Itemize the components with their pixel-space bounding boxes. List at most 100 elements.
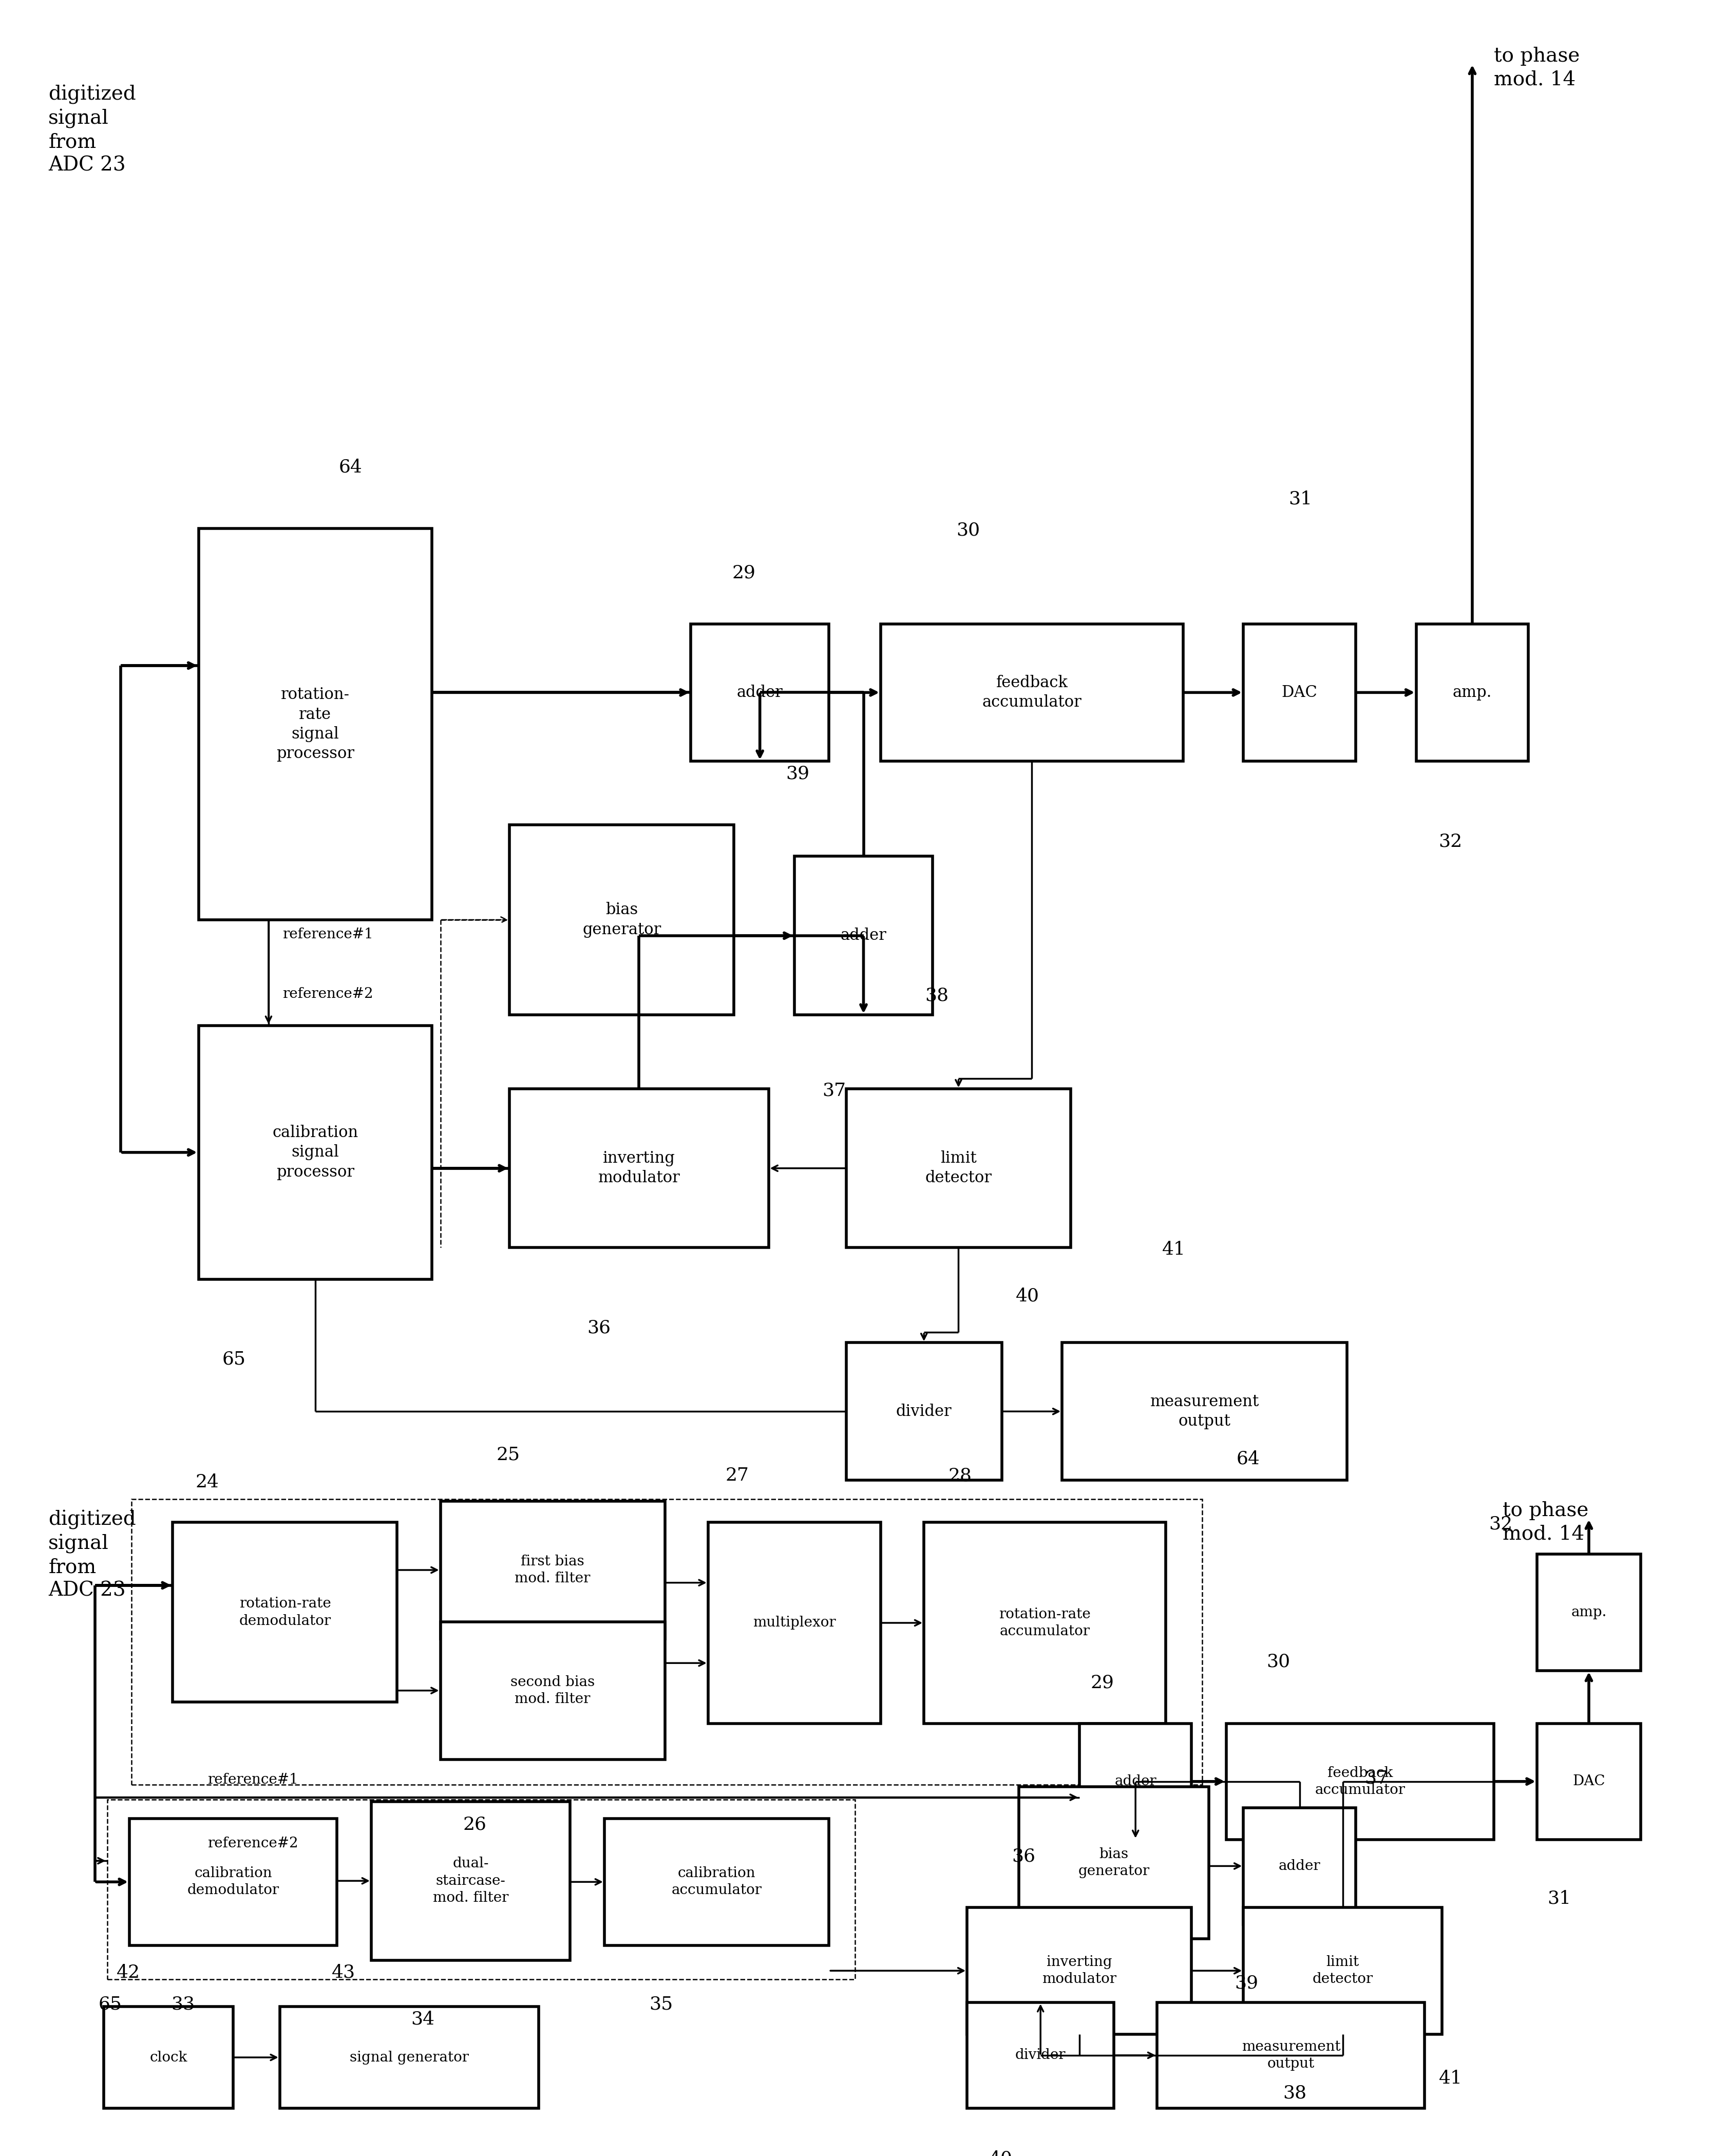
Text: first bias
mod. filter: first bias mod. filter [515, 1554, 591, 1585]
Text: rotation-
rate
signal
processor: rotation- rate signal processor [276, 688, 354, 761]
FancyBboxPatch shape [1226, 1723, 1494, 1839]
Text: feedback
accumulator: feedback accumulator [1314, 1766, 1406, 1796]
Text: 36: 36 [1012, 1848, 1036, 1865]
FancyBboxPatch shape [371, 1802, 570, 1960]
Text: bias
generator: bias generator [582, 901, 661, 938]
FancyBboxPatch shape [1157, 2003, 1425, 2109]
Text: 33: 33 [171, 1996, 195, 2014]
FancyBboxPatch shape [1243, 1908, 1442, 2033]
FancyBboxPatch shape [1416, 623, 1528, 761]
Text: digitized
signal
from
ADC 23: digitized signal from ADC 23 [48, 84, 136, 175]
Text: inverting
modulator: inverting modulator [1041, 1955, 1117, 1986]
Text: DAC: DAC [1281, 686, 1318, 701]
FancyBboxPatch shape [199, 1026, 432, 1279]
FancyBboxPatch shape [846, 1089, 1071, 1248]
Text: 36: 36 [587, 1319, 611, 1337]
Text: 39: 39 [786, 765, 810, 783]
Text: adder: adder [841, 927, 886, 944]
Text: amp.: amp. [1572, 1606, 1606, 1619]
FancyBboxPatch shape [1062, 1343, 1347, 1481]
FancyBboxPatch shape [280, 2007, 539, 2109]
FancyBboxPatch shape [509, 1089, 769, 1248]
Text: 31: 31 [1288, 489, 1313, 507]
Text: to phase
mod. 14: to phase mod. 14 [1502, 1501, 1589, 1544]
Text: 41: 41 [1162, 1240, 1185, 1259]
FancyBboxPatch shape [1019, 1787, 1209, 1938]
Text: 32: 32 [1489, 1516, 1513, 1533]
Text: 40: 40 [990, 2150, 1012, 2156]
Text: inverting
modulator: inverting modulator [598, 1151, 680, 1186]
Text: 32: 32 [1439, 832, 1463, 849]
Text: measurement
output: measurement output [1150, 1393, 1259, 1429]
Text: divider: divider [896, 1404, 952, 1419]
FancyBboxPatch shape [604, 1818, 829, 1945]
Text: 30: 30 [957, 522, 979, 539]
FancyBboxPatch shape [1243, 1809, 1356, 1923]
Text: 31: 31 [1547, 1891, 1572, 1908]
FancyBboxPatch shape [1243, 623, 1356, 761]
Text: rotation-rate
accumulator: rotation-rate accumulator [998, 1608, 1091, 1639]
Text: divider: divider [1015, 2048, 1066, 2063]
Text: 41: 41 [1439, 2070, 1463, 2087]
Text: 65: 65 [98, 1996, 123, 2014]
Text: rotation-rate
demodulator: rotation-rate demodulator [238, 1598, 332, 1628]
Text: calibration
signal
processor: calibration signal processor [273, 1125, 357, 1179]
FancyBboxPatch shape [173, 1522, 397, 1703]
Text: reference#1: reference#1 [283, 927, 373, 942]
Text: 28: 28 [948, 1466, 972, 1483]
Text: feedback
accumulator: feedback accumulator [983, 675, 1081, 709]
FancyBboxPatch shape [846, 1343, 1002, 1481]
Text: 24: 24 [195, 1473, 219, 1490]
Text: 25: 25 [497, 1447, 520, 1464]
Text: 29: 29 [1091, 1675, 1114, 1692]
FancyBboxPatch shape [1079, 1723, 1192, 1839]
FancyBboxPatch shape [104, 2007, 233, 2109]
Text: 30: 30 [1266, 1654, 1290, 1671]
Text: 26: 26 [463, 1815, 487, 1833]
FancyBboxPatch shape [199, 528, 432, 921]
Text: bias
generator: bias generator [1078, 1848, 1150, 1878]
FancyBboxPatch shape [440, 1621, 665, 1759]
Text: DAC: DAC [1573, 1774, 1604, 1787]
FancyBboxPatch shape [1537, 1554, 1641, 1671]
FancyBboxPatch shape [924, 1522, 1166, 1723]
Text: 38: 38 [926, 987, 948, 1005]
FancyBboxPatch shape [967, 2003, 1114, 2109]
Text: amp.: amp. [1452, 686, 1492, 701]
Text: 40: 40 [1015, 1287, 1040, 1304]
FancyBboxPatch shape [691, 623, 829, 761]
Text: calibration
demodulator: calibration demodulator [187, 1867, 280, 1897]
Text: adder: adder [1114, 1774, 1157, 1787]
Text: limit
detector: limit detector [926, 1151, 991, 1186]
Text: multiplexor: multiplexor [753, 1617, 836, 1630]
Text: measurement
output: measurement output [1242, 2040, 1340, 2070]
FancyBboxPatch shape [794, 856, 933, 1015]
Text: clock: clock [150, 2050, 187, 2063]
Text: 39: 39 [1235, 1975, 1259, 1992]
Text: 38: 38 [1283, 2085, 1307, 2102]
Text: to phase
mod. 14: to phase mod. 14 [1494, 47, 1580, 88]
Text: digitized
signal
from
ADC 23: digitized signal from ADC 23 [48, 1509, 136, 1600]
Text: 37: 37 [822, 1082, 846, 1100]
Text: 37: 37 [1364, 1770, 1389, 1787]
Text: 64: 64 [1237, 1451, 1261, 1468]
Text: dual-
staircase-
mod. filter: dual- staircase- mod. filter [433, 1856, 508, 1906]
FancyBboxPatch shape [509, 824, 734, 1015]
Text: 34: 34 [411, 2009, 435, 2029]
Text: 64: 64 [338, 459, 363, 476]
Text: reference#2: reference#2 [283, 987, 373, 1000]
FancyBboxPatch shape [1537, 1723, 1641, 1839]
FancyBboxPatch shape [440, 1501, 665, 1639]
Text: reference#1: reference#1 [207, 1772, 299, 1787]
Text: limit
detector: limit detector [1313, 1955, 1373, 1986]
Text: 43: 43 [332, 1964, 356, 1981]
Text: adder: adder [1278, 1858, 1321, 1874]
FancyBboxPatch shape [130, 1818, 337, 1945]
Text: second bias
mod. filter: second bias mod. filter [511, 1675, 594, 1705]
FancyBboxPatch shape [967, 1908, 1192, 2033]
Text: 27: 27 [725, 1466, 750, 1483]
Text: adder: adder [737, 686, 782, 701]
FancyBboxPatch shape [881, 623, 1183, 761]
Text: signal generator: signal generator [351, 2050, 468, 2063]
Text: 29: 29 [732, 565, 756, 582]
